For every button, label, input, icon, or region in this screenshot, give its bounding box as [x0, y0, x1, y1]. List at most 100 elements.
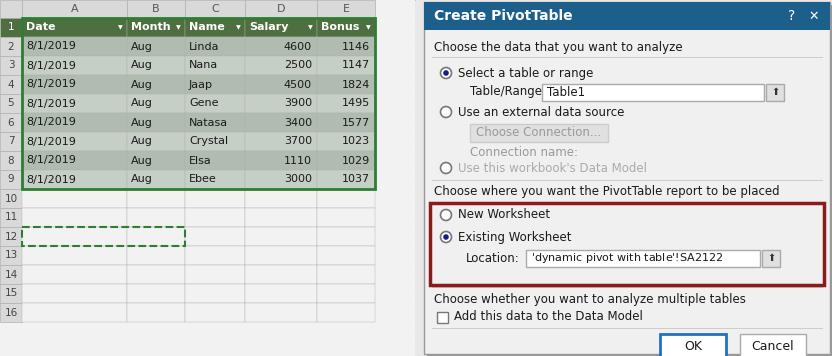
Text: 1824: 1824	[342, 79, 370, 89]
Circle shape	[443, 234, 448, 240]
Bar	[185, 18, 245, 37]
Text: ▼: ▼	[235, 25, 240, 30]
Bar	[317, 227, 375, 246]
Bar	[185, 94, 245, 113]
Bar	[22, 170, 127, 189]
Bar	[317, 18, 375, 37]
Text: ⬆: ⬆	[771, 87, 779, 97]
Text: 1146: 1146	[342, 42, 370, 52]
Bar	[245, 132, 317, 151]
Text: ▼: ▼	[176, 25, 181, 30]
Text: ▼: ▼	[117, 25, 122, 30]
Text: 8/1/2019: 8/1/2019	[26, 61, 76, 70]
Text: 3000: 3000	[284, 174, 312, 184]
Bar	[22, 208, 127, 227]
Text: Salary: Salary	[249, 22, 289, 32]
Bar	[0, 56, 22, 75]
Text: ✕: ✕	[809, 10, 820, 22]
Text: ⬆: ⬆	[767, 253, 775, 263]
Bar	[317, 246, 375, 265]
Text: Ebee: Ebee	[189, 174, 217, 184]
Text: Table/Range:: Table/Range:	[470, 85, 546, 99]
Circle shape	[440, 68, 452, 79]
Text: Aug: Aug	[131, 61, 153, 70]
Bar	[22, 265, 127, 284]
Bar	[185, 265, 245, 284]
Bar	[22, 113, 127, 132]
Text: Select a table or range: Select a table or range	[458, 67, 593, 79]
Bar	[127, 113, 185, 132]
Bar	[317, 303, 375, 322]
Bar	[185, 132, 245, 151]
Text: Cancel: Cancel	[751, 340, 795, 352]
Text: Aug: Aug	[131, 42, 153, 52]
Text: Choose whether you want to analyze multiple tables: Choose whether you want to analyze multi…	[434, 293, 745, 307]
Bar	[542, 84, 764, 101]
Text: 1: 1	[7, 22, 14, 32]
Bar	[0, 0, 415, 356]
Bar	[127, 284, 185, 303]
Text: Aug: Aug	[131, 174, 153, 184]
Bar	[22, 94, 127, 113]
Bar	[317, 37, 375, 56]
Text: A: A	[71, 4, 78, 14]
Circle shape	[443, 70, 448, 76]
Text: 2: 2	[7, 42, 14, 52]
Text: Create PivotTable: Create PivotTable	[434, 9, 572, 23]
Bar	[127, 170, 185, 189]
Text: Choose Connection...: Choose Connection...	[477, 126, 602, 140]
Bar	[526, 250, 760, 267]
Text: 15: 15	[4, 288, 17, 298]
Circle shape	[440, 162, 452, 173]
Text: Aug: Aug	[131, 117, 153, 127]
Bar	[245, 189, 317, 208]
Text: ▼: ▼	[308, 25, 312, 30]
Circle shape	[440, 106, 452, 117]
Bar	[437, 312, 448, 323]
Bar	[22, 303, 127, 322]
Bar	[0, 189, 22, 208]
Bar	[22, 189, 127, 208]
Bar	[245, 0, 317, 18]
Bar	[0, 151, 22, 170]
Text: 12: 12	[4, 231, 17, 241]
Bar	[185, 208, 245, 227]
Text: Elsa: Elsa	[189, 156, 212, 166]
Bar	[185, 246, 245, 265]
Text: Aug: Aug	[131, 136, 153, 147]
Circle shape	[440, 231, 452, 242]
Bar	[660, 334, 726, 356]
Text: 10: 10	[4, 194, 17, 204]
Text: 2500: 2500	[284, 61, 312, 70]
Text: Aug: Aug	[131, 99, 153, 109]
Bar	[22, 246, 127, 265]
Bar	[245, 75, 317, 94]
Text: Aug: Aug	[131, 79, 153, 89]
Bar	[245, 18, 317, 37]
Text: Natasa: Natasa	[189, 117, 228, 127]
Text: Crystal: Crystal	[189, 136, 228, 147]
Bar	[245, 56, 317, 75]
Text: OK: OK	[684, 340, 702, 352]
Bar	[185, 284, 245, 303]
Bar	[127, 37, 185, 56]
Text: Use this workbook's Data Model: Use this workbook's Data Model	[458, 162, 647, 174]
Bar	[127, 75, 185, 94]
Bar	[185, 170, 245, 189]
Bar	[22, 56, 127, 75]
Bar	[762, 250, 780, 267]
Bar	[127, 303, 185, 322]
Bar	[185, 227, 245, 246]
Bar	[317, 265, 375, 284]
Text: Name: Name	[189, 22, 225, 32]
Bar	[127, 94, 185, 113]
Bar	[317, 75, 375, 94]
Text: Month: Month	[131, 22, 171, 32]
Text: C: C	[211, 4, 219, 14]
Bar	[0, 265, 22, 284]
Text: E: E	[343, 4, 349, 14]
Bar	[22, 227, 127, 246]
Text: 8/1/2019: 8/1/2019	[26, 136, 76, 147]
Bar	[0, 0, 22, 18]
Bar	[317, 151, 375, 170]
